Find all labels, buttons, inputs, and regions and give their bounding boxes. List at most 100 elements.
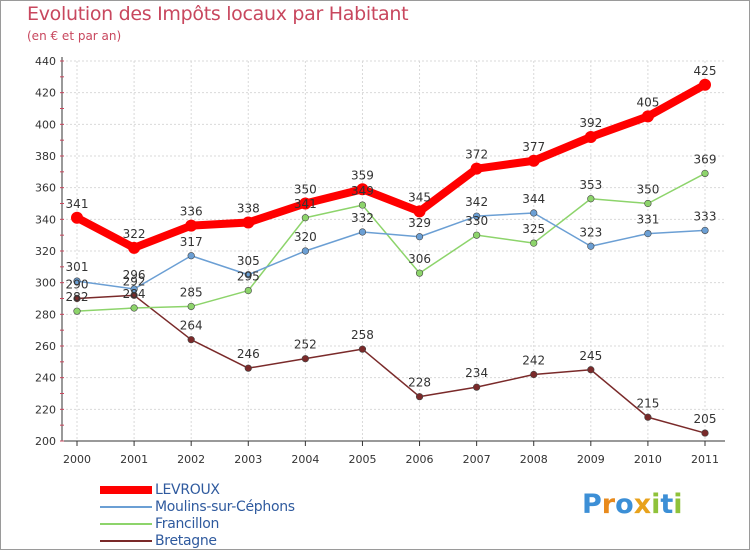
data-label-moulins-sur-cephons: 317 bbox=[180, 235, 203, 249]
logo-letter: i bbox=[651, 489, 661, 520]
data-point-bretagne bbox=[701, 429, 709, 437]
y-tick-label: 440 bbox=[35, 55, 56, 68]
x-tick-label: 2004 bbox=[291, 453, 319, 466]
data-label-francillon: 284 bbox=[123, 287, 146, 301]
x-tick-label: 2008 bbox=[520, 453, 548, 466]
data-point-bretagne bbox=[644, 413, 652, 421]
data-label-bretagne: 242 bbox=[522, 354, 545, 368]
legend-label: Moulins-sur-Céphons bbox=[155, 499, 295, 515]
y-tick-label: 400 bbox=[35, 118, 56, 131]
data-point-francillon bbox=[244, 286, 252, 295]
data-label-levroux: 322 bbox=[123, 227, 146, 241]
y-tick-label: 200 bbox=[35, 435, 56, 448]
legend-swatch bbox=[100, 506, 152, 508]
series-line-levroux bbox=[75, 81, 707, 252]
series-line-moulins-sur-cephons bbox=[76, 212, 706, 290]
data-label-levroux: 338 bbox=[237, 202, 260, 216]
data-point-levroux bbox=[356, 183, 369, 196]
data-label-levroux: 336 bbox=[180, 205, 203, 219]
data-label-moulins-sur-cephons: 329 bbox=[408, 216, 431, 230]
data-point-moulins-sur-cephons bbox=[701, 226, 709, 235]
data-point-moulins-sur-cephons bbox=[244, 271, 252, 279]
data-label-bretagne: 245 bbox=[579, 349, 602, 363]
y-tick-label: 220 bbox=[35, 403, 56, 416]
series-line-bretagne bbox=[76, 294, 706, 434]
legend-item-francillon: Francillon bbox=[100, 516, 360, 533]
data-point-moulins-sur-cephons bbox=[644, 229, 652, 238]
data-label-francillon: 330 bbox=[465, 214, 488, 228]
legend-item-bretagne: Bretagne bbox=[100, 533, 360, 550]
data-point-moulins-sur-cephons bbox=[415, 233, 424, 241]
data-point-francillon bbox=[530, 239, 538, 247]
data-point-francillon bbox=[187, 302, 195, 311]
legend-item-levroux: LEVROUX bbox=[100, 482, 360, 499]
y-tick-label: 280 bbox=[35, 308, 56, 321]
data-label-moulins-sur-cephons: 332 bbox=[351, 211, 374, 225]
legend-item-moulins-sur-cephons: Moulins-sur-Céphons bbox=[100, 499, 360, 516]
data-label-levroux: 359 bbox=[351, 168, 374, 182]
data-label-bretagne: 246 bbox=[237, 347, 260, 361]
data-point-francillon bbox=[358, 201, 367, 209]
data-label-bretagne: 228 bbox=[408, 376, 431, 390]
series-line-francillon bbox=[76, 172, 706, 312]
x-tick-label: 2009 bbox=[577, 453, 605, 466]
data-point-francillon bbox=[644, 199, 652, 208]
legend-label: Francillon bbox=[155, 516, 220, 532]
data-label-levroux: 350 bbox=[294, 183, 317, 197]
y-tick-label: 320 bbox=[35, 245, 56, 258]
data-label-moulins-sur-cephons: 331 bbox=[636, 213, 659, 227]
data-point-moulins-sur-cephons bbox=[587, 242, 595, 250]
data-point-levroux bbox=[185, 219, 198, 232]
data-label-francillon: 349 bbox=[351, 184, 374, 198]
data-point-francillon bbox=[73, 307, 81, 315]
x-tick-label: 2002 bbox=[177, 453, 205, 466]
data-point-moulins-sur-cephons bbox=[473, 212, 481, 220]
data-label-levroux: 345 bbox=[408, 190, 431, 204]
data-label-francillon: 350 bbox=[636, 183, 659, 197]
data-label-francillon: 325 bbox=[522, 222, 545, 236]
y-tick-label: 360 bbox=[35, 182, 56, 195]
data-label-moulins-sur-cephons: 323 bbox=[579, 225, 602, 239]
data-point-moulins-sur-cephons bbox=[358, 228, 367, 236]
data-label-levroux: 405 bbox=[636, 95, 659, 109]
data-point-francillon bbox=[415, 269, 424, 277]
chart-subtitle: (en € et par an) bbox=[27, 29, 122, 43]
x-tick-label: 2000 bbox=[63, 453, 91, 466]
logo-letter: o bbox=[615, 489, 634, 520]
data-label-moulins-sur-cephons: 344 bbox=[522, 192, 545, 206]
data-label-bretagne: 290 bbox=[66, 278, 89, 292]
data-point-francillon bbox=[473, 231, 481, 239]
data-point-levroux bbox=[128, 241, 141, 254]
data-label-moulins-sur-cephons: 301 bbox=[66, 260, 89, 274]
data-label-bretagne: 264 bbox=[180, 319, 203, 333]
data-point-levroux bbox=[413, 205, 426, 218]
data-point-levroux bbox=[641, 110, 654, 123]
legend: LEVROUX Moulins-sur-Céphons Francillon Bret… bbox=[100, 482, 360, 550]
data-point-moulins-sur-cephons bbox=[130, 285, 138, 293]
x-tick-label: 2003 bbox=[234, 453, 262, 466]
data-label-bretagne: 258 bbox=[351, 328, 374, 342]
data-label-bretagne: 252 bbox=[294, 338, 317, 352]
y-tick-label: 240 bbox=[35, 372, 56, 385]
x-tick-label: 2011 bbox=[691, 453, 719, 466]
data-point-bretagne bbox=[358, 345, 367, 353]
data-point-levroux bbox=[699, 78, 711, 91]
data-label-bretagne: 234 bbox=[465, 366, 488, 380]
data-point-francillon bbox=[130, 304, 138, 312]
logo-letter: i bbox=[673, 489, 683, 520]
data-label-bretagne: 205 bbox=[694, 412, 717, 426]
data-label-bretagne: 292 bbox=[123, 274, 146, 288]
legend-label: Bretagne bbox=[155, 533, 217, 549]
data-label-moulins-sur-cephons: 320 bbox=[294, 230, 317, 244]
data-label-francillon: 295 bbox=[237, 270, 260, 284]
data-label-francillon: 341 bbox=[294, 197, 317, 211]
y-tick-label: 300 bbox=[35, 277, 56, 290]
data-point-levroux bbox=[584, 131, 597, 143]
logo-letter: r bbox=[601, 489, 616, 520]
data-point-levroux bbox=[527, 154, 540, 167]
data-label-francillon: 369 bbox=[694, 152, 717, 166]
legend-swatch bbox=[100, 486, 152, 494]
data-label-levroux: 392 bbox=[579, 116, 602, 130]
plot-area bbox=[62, 61, 725, 441]
